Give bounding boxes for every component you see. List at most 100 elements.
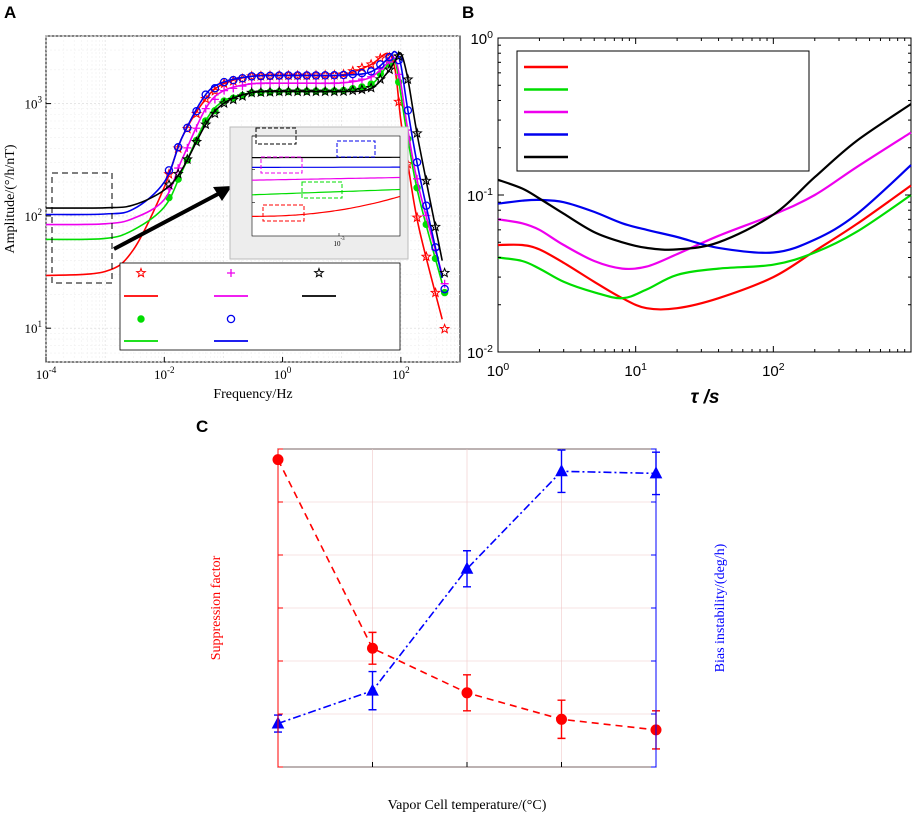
panel-a-series-marker xyxy=(219,77,229,87)
panel-a-series-marker xyxy=(393,50,405,62)
panel-a-series-marker xyxy=(321,79,330,88)
panel-b-ytick-label-exponent: -1 xyxy=(484,186,493,198)
panel-a-series-marker xyxy=(164,166,174,175)
panel-a-series-marker xyxy=(227,93,239,105)
panel-a-legend-marker-sample xyxy=(137,315,145,323)
panel-a-series-marker xyxy=(238,82,247,91)
panel-a-legend-marker-sample xyxy=(135,267,147,278)
panel-b-xtick-label: 100 xyxy=(487,361,510,380)
panel-b-xtick-label-base: 10 xyxy=(624,363,641,380)
panel-a-series-marker xyxy=(347,65,359,76)
panel-a-legend-marker-sample xyxy=(226,314,236,324)
panel-a-series-marker xyxy=(330,78,339,87)
panel-a-series-marker xyxy=(301,85,313,97)
panel-c-chart: Vapor Cell temperature/(°C) Suppression … xyxy=(209,448,728,813)
panel-a-series-marker xyxy=(201,90,210,99)
panel-a-legend-box xyxy=(119,262,401,351)
panel-a-inset-value-box xyxy=(260,156,303,174)
panel-b-xtick-label: 101 xyxy=(624,361,647,380)
panel-a-series-marker xyxy=(282,85,295,97)
panel-a-series-marker xyxy=(264,86,276,97)
panel-a-inset-content: 10-3 xyxy=(251,127,401,248)
panel-a-inset-value-box xyxy=(336,140,376,158)
panel-a-series-marker xyxy=(181,153,193,165)
panel-a-series-marker xyxy=(319,85,331,97)
panel-a-series-marker xyxy=(440,279,449,288)
panel-a-series-marker xyxy=(311,71,321,80)
panel-a-series-marker xyxy=(192,124,201,133)
panel-a-series-marker xyxy=(420,250,432,262)
panel-a-series-marker xyxy=(439,267,451,278)
panel-a-series-marker xyxy=(302,71,312,80)
panel-a-series-marker xyxy=(291,85,304,97)
panel-a-series-marker xyxy=(366,67,376,76)
panel-a-xtick-label-base: 10 xyxy=(392,367,405,382)
panel-c-data-point xyxy=(556,713,567,725)
panel-b-ytick-label: 10-2 xyxy=(467,343,493,362)
panel-a-series-marker xyxy=(246,86,258,98)
panel-a-series-marker xyxy=(357,68,367,78)
panel-a-series-marker xyxy=(412,158,422,167)
panel-a-inset: 10-3 xyxy=(229,126,409,260)
panel-a-ytick-label-exponent: 1 xyxy=(37,319,42,329)
panel-a-series-marker xyxy=(275,79,284,88)
panel-a-inset-value-box xyxy=(255,127,297,145)
panel-a-series-marker xyxy=(422,201,431,210)
panel-a-legend-marker-sample xyxy=(313,267,325,278)
panel-a-series-marker xyxy=(256,79,265,88)
panel-a-series-marker xyxy=(200,118,212,130)
panel-a-inset-xtick-label: 10-3 xyxy=(333,237,345,248)
panel-b-series-line xyxy=(497,103,912,251)
panel-a-series-marker xyxy=(238,73,247,83)
panel-a-zoom-arrowhead xyxy=(213,186,232,201)
panel-b-ytick-label-base: 10 xyxy=(467,188,484,205)
panel-a-series-marker xyxy=(394,70,403,79)
panel-b-series-line xyxy=(497,164,912,254)
panel-a-series-marker xyxy=(183,143,192,152)
panel-b-series-line xyxy=(497,131,912,271)
panel-a-legend-marker-sample xyxy=(227,269,235,277)
panel-a-series-marker xyxy=(210,95,219,104)
panel-a-ytick-label-base: 10 xyxy=(24,209,37,224)
panel-a-series-marker xyxy=(439,323,451,334)
panel-a-series-marker xyxy=(192,106,201,116)
panel-a-series-marker xyxy=(365,81,377,93)
panel-a-series-marker xyxy=(218,97,230,109)
panel-b-xtick-label-base: 10 xyxy=(487,363,504,380)
panel-a-series-marker xyxy=(411,127,423,139)
panel-a-series-marker xyxy=(320,71,330,80)
panel-a-ylabel: Amplitude/(°/h/nT) xyxy=(3,144,18,253)
panel-b-series xyxy=(497,103,912,311)
panel-a-series-marker xyxy=(365,58,377,70)
panel-a-series-marker xyxy=(201,104,210,113)
panel-a-series-marker xyxy=(385,52,394,62)
panel-a-series-marker xyxy=(383,63,396,75)
panel-b-ytick-label-exponent: 0 xyxy=(487,29,493,41)
panel-c-data-point xyxy=(460,561,474,574)
panel-b-ytick-label-exponent: -2 xyxy=(484,343,493,355)
panel-a-series-marker xyxy=(420,174,432,186)
panel-a-series-marker xyxy=(339,70,348,80)
panel-c-xlabel: Vapor Cell temperature/(°C) xyxy=(388,798,547,813)
panel-b-ytick-label: 100 xyxy=(470,29,493,48)
panel-a-highlight-box xyxy=(51,172,113,284)
panel-a-series-marker xyxy=(284,71,293,80)
panel-a-xtick-label-exponent: 0 xyxy=(287,365,292,375)
panel-a-xtick-label-base: 10 xyxy=(154,367,167,382)
panel-a-series-marker xyxy=(274,71,284,80)
panel-a-inset-value-box xyxy=(301,181,343,199)
panel-a-series-marker xyxy=(236,90,249,102)
panel-c-data-point xyxy=(555,464,568,477)
panel-a-series-marker xyxy=(367,72,376,81)
panel-a-ytick-label: 101 xyxy=(24,319,42,336)
panel-a-ytick-label-exponent: 3 xyxy=(37,95,42,105)
panel-c-data-point xyxy=(461,687,473,699)
panel-a-xtick-label: 10-2 xyxy=(154,365,175,382)
panel-a-series-marker xyxy=(347,84,359,96)
panel-b-ytick-label: 10-1 xyxy=(467,186,493,205)
panel-a-series-marker xyxy=(265,71,275,81)
panel-a-xtick-label: 100 xyxy=(274,365,292,382)
panel-a-series-marker xyxy=(374,52,386,64)
